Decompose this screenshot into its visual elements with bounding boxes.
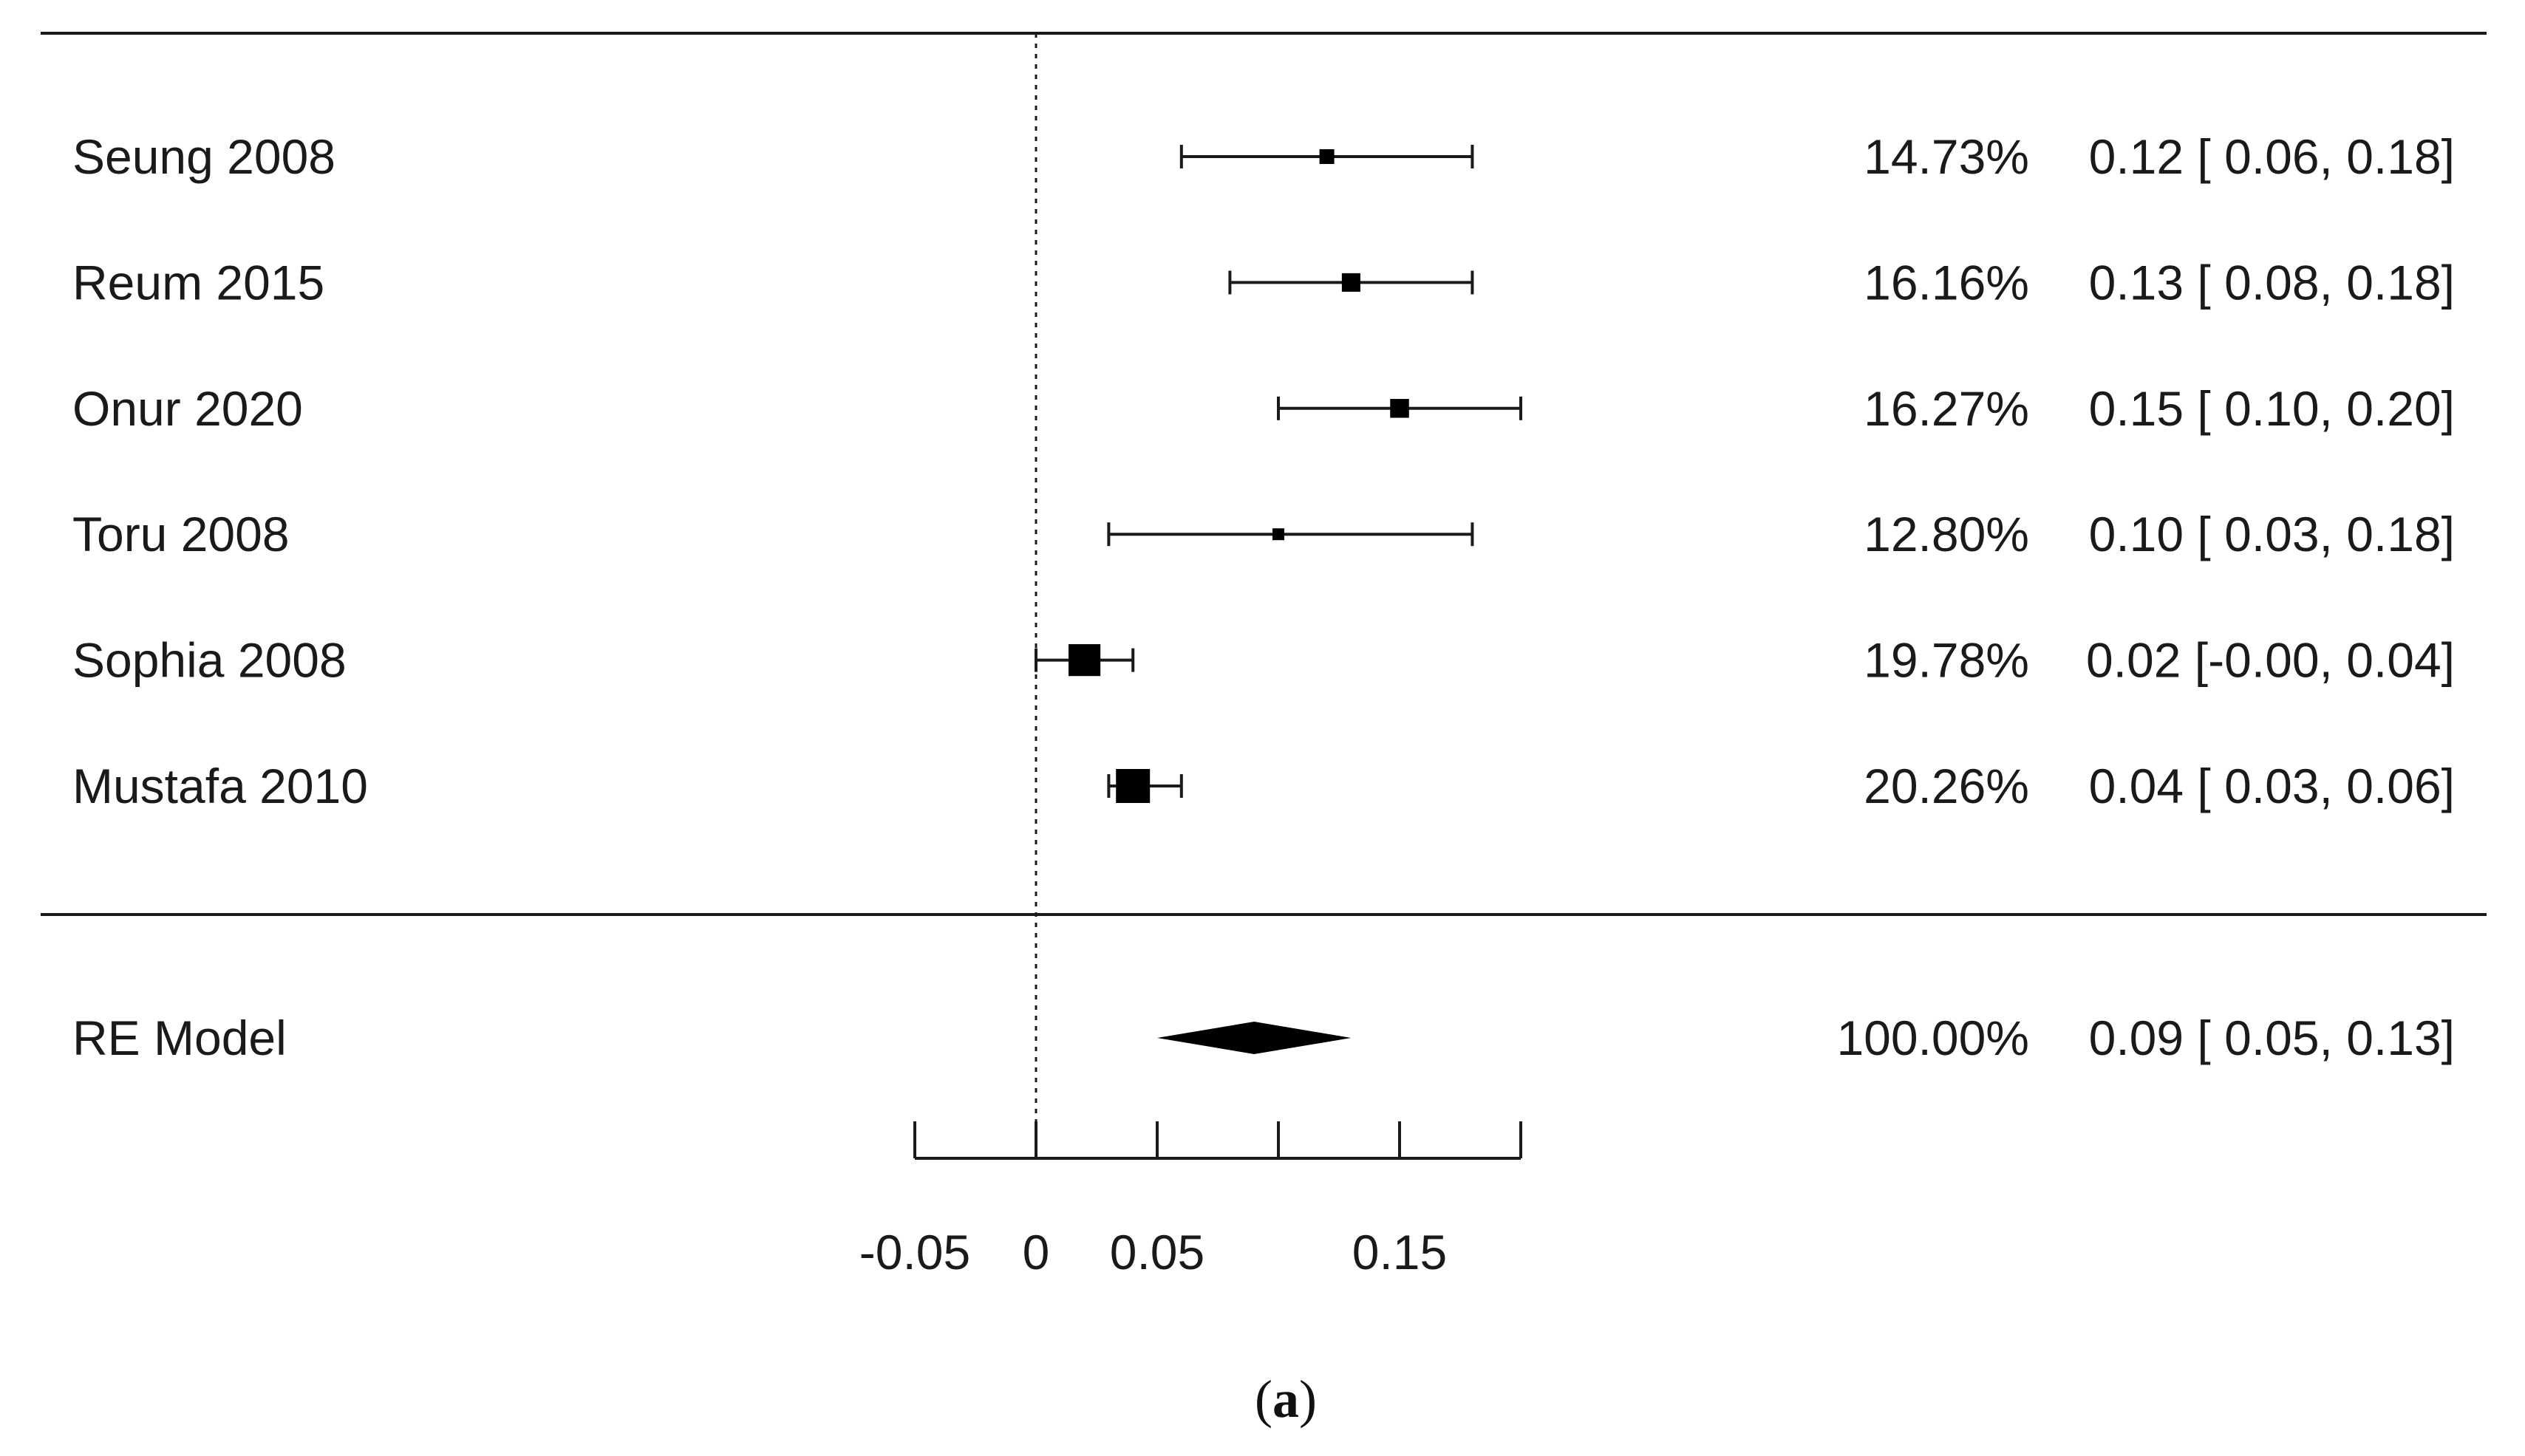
weight-label: 12.80%	[1864, 507, 2029, 561]
caption-close-paren: )	[1299, 1370, 1317, 1429]
estimate-ci-label: 0.04 [ 0.03, 0.06]	[2089, 759, 2455, 813]
study-row: Reum 2015 16.16% 0.13 [ 0.08, 0.18]	[72, 255, 2455, 310]
study-label: Mustafa 2010	[72, 759, 368, 813]
caption-letter: a	[1272, 1370, 1299, 1429]
x-tick-label: -0.05	[859, 1225, 970, 1279]
weight-label: 20.26%	[1864, 759, 2029, 813]
summary-label: RE Model	[72, 1011, 287, 1065]
point-estimate-marker	[1319, 149, 1335, 164]
estimate-ci-label: 0.13 [ 0.08, 0.18]	[2089, 255, 2455, 310]
point-estimate-marker	[1272, 528, 1284, 541]
point-estimate-marker	[1390, 399, 1409, 418]
study-row: Onur 2020 16.27% 0.15 [ 0.10, 0.20]	[72, 381, 2455, 436]
summary-diamond	[1157, 1022, 1352, 1054]
weight-label: 16.16%	[1864, 255, 2029, 310]
summary-row: RE Model 100.00% 0.09 [ 0.05, 0.13]	[72, 1011, 2455, 1065]
point-estimate-marker	[1069, 644, 1101, 677]
point-estimate-marker	[1116, 769, 1151, 803]
study-row: Sophia 2008 19.78% 0.02 [-0.00, 0.04]	[72, 633, 2455, 688]
weight-label: 19.78%	[1864, 633, 2029, 688]
estimate-ci-label: 0.12 [ 0.06, 0.18]	[2089, 129, 2455, 184]
estimate-ci-label: 0.10 [ 0.03, 0.18]	[2089, 507, 2455, 561]
figure-caption: (a)	[1255, 1370, 1317, 1429]
caption-open-paren: (	[1255, 1370, 1272, 1429]
point-estimate-marker	[1341, 273, 1360, 292]
study-row: Toru 2008 12.80% 0.10 [ 0.03, 0.18]	[72, 507, 2455, 561]
study-row: Mustafa 2010 20.26% 0.04 [ 0.03, 0.06]	[72, 759, 2455, 813]
summary-estimate-label: 0.09 [ 0.05, 0.13]	[2089, 1011, 2455, 1065]
study-label: Reum 2015	[72, 255, 324, 310]
weight-label: 16.27%	[1864, 381, 2029, 436]
x-tick-label: 0.05	[1110, 1225, 1204, 1279]
x-tick-label: 0	[1023, 1225, 1050, 1279]
x-tick-label: 0.15	[1352, 1225, 1447, 1279]
estimate-ci-label: 0.15 [ 0.10, 0.20]	[2089, 381, 2455, 436]
study-label: Seung 2008	[72, 129, 335, 184]
study-label: Toru 2008	[72, 507, 290, 561]
study-row: Seung 2008 14.73% 0.12 [ 0.06, 0.18]	[72, 129, 2455, 184]
estimate-ci-label: 0.02 [-0.00, 0.04]	[2086, 633, 2455, 688]
study-label: Onur 2020	[72, 381, 303, 436]
weight-label: 14.73%	[1864, 129, 2029, 184]
summary-weight-label: 100.00%	[1836, 1011, 2029, 1065]
x-axis: -0.05 0 0.05 0.15	[859, 1121, 1522, 1279]
study-rows: Seung 2008 14.73% 0.12 [ 0.06, 0.18] Reum 2…	[72, 129, 2455, 813]
study-label: Sophia 2008	[72, 633, 347, 688]
